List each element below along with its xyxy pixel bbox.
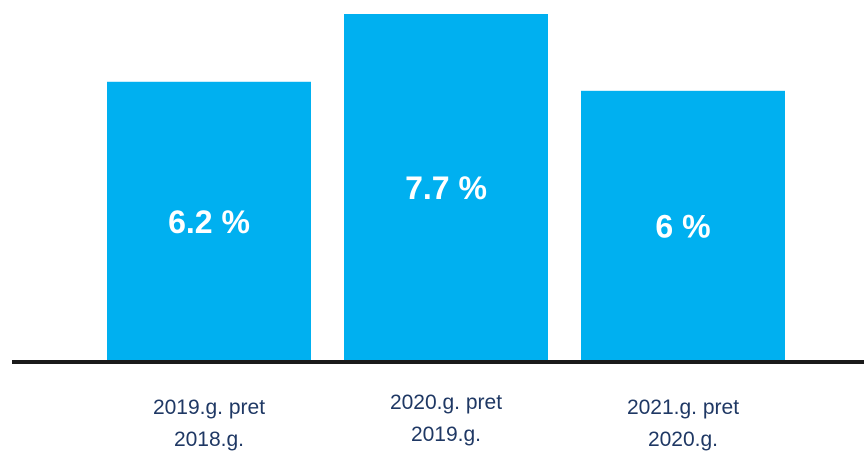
category-label-2: 2020.g. pret 2019.g. bbox=[390, 391, 502, 446]
bar-2 bbox=[344, 14, 548, 362]
category-label-3-line-2: 2020.g. bbox=[648, 428, 718, 451]
category-label-3: 2021.g. pret 2020.g. bbox=[627, 396, 739, 451]
category-labels-layer: 2019.g. pret 2018.g.2020.g. pret 2019.g.20… bbox=[153, 391, 739, 451]
category-label-3-line-1: 2021.g. pret bbox=[627, 396, 739, 419]
category-label-1-line-2: 2018.g. bbox=[174, 428, 244, 451]
data-label-2: 7.7 % bbox=[405, 170, 487, 206]
category-label-2-line-1: 2020.g. pret bbox=[390, 391, 502, 414]
data-label-3: 6 % bbox=[655, 208, 710, 244]
bar-3 bbox=[581, 90, 785, 362]
category-label-1: 2019.g. pret 2018.g. bbox=[153, 396, 265, 451]
bar-1 bbox=[107, 81, 311, 362]
data-labels-layer: 6.2 % 7.7 % 6 % bbox=[168, 170, 710, 244]
data-label-1: 6.2 % bbox=[168, 204, 250, 240]
category-label-2-line-2: 2019.g. bbox=[411, 423, 481, 446]
bars-layer bbox=[107, 14, 785, 362]
category-label-1-line-1: 2019.g. pret bbox=[153, 396, 265, 419]
